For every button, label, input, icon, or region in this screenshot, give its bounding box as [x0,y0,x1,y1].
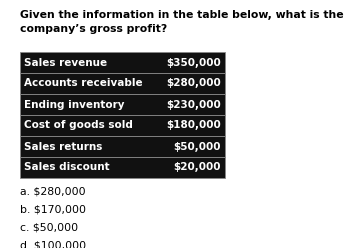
Text: a. $280,000: a. $280,000 [20,186,86,196]
Text: $280,000: $280,000 [166,79,221,89]
Text: c. $50,000: c. $50,000 [20,222,78,232]
FancyBboxPatch shape [20,73,225,94]
Text: Cost of goods sold: Cost of goods sold [24,121,133,130]
Text: $180,000: $180,000 [166,121,221,130]
Text: $20,000: $20,000 [174,162,221,173]
Text: $350,000: $350,000 [166,58,221,67]
FancyBboxPatch shape [20,52,225,73]
Text: Ending inventory: Ending inventory [24,99,125,110]
Text: $50,000: $50,000 [174,142,221,152]
Text: b. $170,000: b. $170,000 [20,204,86,214]
Text: Sales returns: Sales returns [24,142,102,152]
Text: Sales revenue: Sales revenue [24,58,107,67]
Text: Given the information in the table below, what is the
company’s gross profit?: Given the information in the table below… [20,10,344,34]
FancyBboxPatch shape [20,157,225,178]
Text: d. $100,000: d. $100,000 [20,240,86,248]
Text: $230,000: $230,000 [166,99,221,110]
Text: Sales discount: Sales discount [24,162,110,173]
FancyBboxPatch shape [20,115,225,136]
FancyBboxPatch shape [20,136,225,157]
Text: Accounts receivable: Accounts receivable [24,79,143,89]
FancyBboxPatch shape [20,94,225,115]
